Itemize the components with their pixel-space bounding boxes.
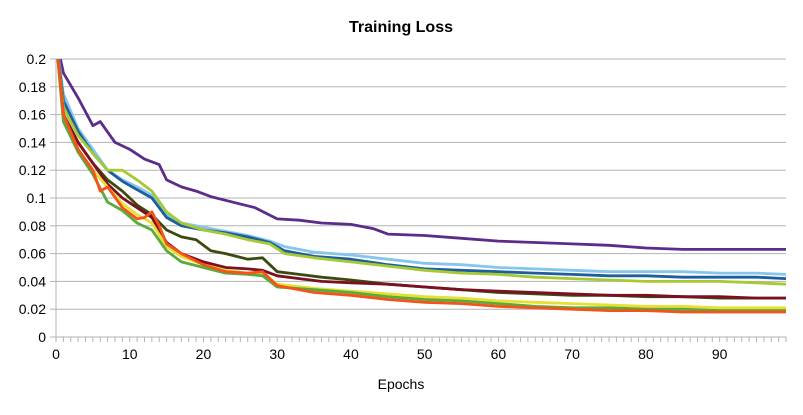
x-axis-label: Epochs xyxy=(378,376,425,392)
x-tick-label: 70 xyxy=(564,346,580,362)
x-tick-label: 30 xyxy=(269,346,285,362)
series-line-9 xyxy=(56,59,786,314)
y-tick-label: 0.1 xyxy=(27,190,47,206)
y-tick-label: 0.12 xyxy=(19,162,46,178)
x-tick-label: 60 xyxy=(491,346,507,362)
series-lines xyxy=(56,59,786,314)
x-tick-label: 90 xyxy=(712,346,728,362)
y-tick-label: 0.2 xyxy=(27,51,47,67)
series-line-5 xyxy=(56,59,786,300)
x-tick-label: 10 xyxy=(122,346,138,362)
x-tick-label: 40 xyxy=(343,346,359,362)
x-tick-label: 50 xyxy=(417,346,433,362)
gridlines xyxy=(55,58,786,338)
x-axis-ticks: 0 10 20 30 40 50 60 70 80 90 xyxy=(52,337,787,362)
x-tick-label: 80 xyxy=(638,346,654,362)
y-tick-label: 0.08 xyxy=(19,218,46,234)
y-axis-ticks: 0 0.02 0.04 0.06 0.08 0.1 0.12 0.14 0.16 0.18 0.2 xyxy=(19,51,56,345)
y-tick-label: 0.04 xyxy=(19,273,46,289)
series-line-6 xyxy=(56,59,786,300)
y-tick-label: 0.06 xyxy=(19,246,46,262)
y-tick-label: 0.16 xyxy=(19,107,46,123)
series-line-1 xyxy=(59,59,786,251)
y-tick-label: 0.14 xyxy=(19,134,46,150)
x-tick-label: 0 xyxy=(52,346,60,362)
y-tick-label: 0 xyxy=(38,329,46,345)
y-tick-label: 0.18 xyxy=(19,79,46,95)
series-line-4 xyxy=(56,59,786,286)
y-tick-label: 0.02 xyxy=(19,301,46,317)
chart-title: Training Loss xyxy=(349,19,453,36)
series-line-3 xyxy=(57,59,786,280)
x-tick-label: 20 xyxy=(196,346,212,362)
